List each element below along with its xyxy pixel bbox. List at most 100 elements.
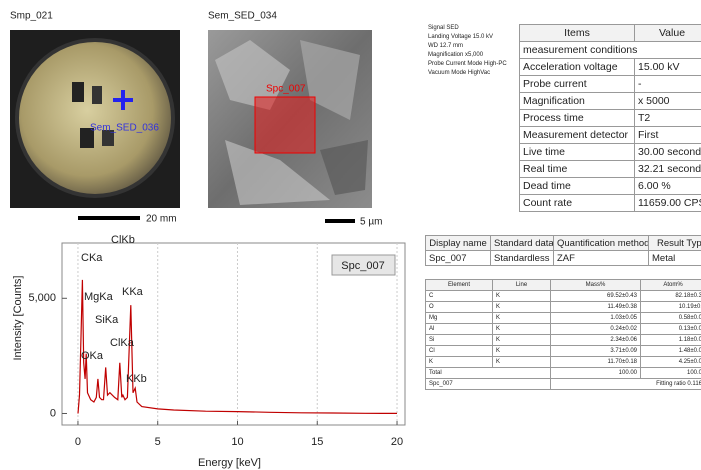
cell: ZAF (554, 251, 649, 266)
cell: 0.13±0.0 (641, 324, 701, 335)
cell: Al (426, 324, 493, 335)
row: MgK1.03±0.050.58±0.0 (426, 313, 701, 324)
sample-piece (92, 86, 102, 104)
cell: 32.21 seconds (635, 161, 701, 178)
cell: C (426, 291, 493, 302)
cell: K (493, 313, 551, 324)
header-row: ItemsValue (520, 25, 701, 42)
cell: O (426, 302, 493, 313)
cell: Line (493, 280, 551, 291)
cell: 100.0 (641, 368, 701, 379)
cell: Probe current (520, 76, 635, 93)
cell: K (493, 291, 551, 302)
row: Dead time6.00 % (520, 178, 701, 195)
y-tick-label: 5,000 (28, 292, 56, 304)
peak-label: OKa (81, 350, 104, 362)
x-tick-label: 5 (155, 436, 161, 448)
cell: Value (635, 25, 701, 42)
scale-label: 20 mm (146, 214, 177, 225)
cell: Atom% (641, 280, 701, 291)
cell: Si (426, 335, 493, 346)
peak-label: CKa (81, 252, 103, 264)
cell: Items (520, 25, 635, 42)
info-line: Magnification x5,000 (428, 51, 507, 60)
x-tick-label: 0 (75, 436, 81, 448)
x-axis-label: Energy [keV] (198, 457, 261, 469)
cell: Standard data (491, 236, 554, 251)
cell: Standardless (491, 251, 554, 266)
y-axis-label: Intensity [Counts] (12, 276, 24, 361)
cell: 30.00 seconds (635, 144, 701, 161)
cell: Display name (426, 236, 491, 251)
cell: Dead time (520, 178, 635, 195)
cell: Cl (426, 346, 493, 357)
image-title: Sem_SED_034 (208, 11, 277, 22)
cell: Process time (520, 110, 635, 127)
cell: x 5000 (635, 93, 701, 110)
cell: 0.58±0.0 (641, 313, 701, 324)
image-title: Smp_021 (10, 11, 53, 22)
cell: 0.24±0.02 (551, 324, 641, 335)
cell: 3.71±0.09 (551, 346, 641, 357)
cell: K (493, 357, 551, 368)
cell: First (635, 127, 701, 144)
cell: Spc_007 (426, 379, 551, 390)
analysis-area (255, 97, 315, 153)
peak-label: KKa (122, 286, 144, 298)
cell: 82.18±0.3 (641, 291, 701, 302)
peak-label: ClKa (110, 337, 135, 349)
cell: 2.34±0.06 (551, 335, 641, 346)
cell: 10.19±0. (641, 302, 701, 313)
cell: Mg (426, 313, 493, 324)
x-tick-label: 20 (391, 436, 403, 448)
row: measurement conditions (520, 42, 701, 59)
cell: Mass% (551, 280, 641, 291)
cell: 11.70±0.18 (551, 357, 641, 368)
info-block: Signal SEDLanding Voltage 15.0 kVWD 12.7… (428, 24, 507, 78)
cell: Metal (649, 251, 701, 266)
row: Live time30.00 seconds (520, 144, 701, 161)
cell: 11.49±0.38 (551, 302, 641, 313)
x-tick-label: 15 (311, 436, 323, 448)
cell: 6.00 % (635, 178, 701, 195)
cell: Count rate (520, 195, 635, 212)
cell: Live time (520, 144, 635, 161)
cell: K (493, 346, 551, 357)
cell: 1.03±0.05 (551, 313, 641, 324)
y-tick-label: 0 (50, 407, 56, 419)
peak-label: MgKa (84, 291, 114, 303)
header-row: ElementLineMass%Atom% (426, 280, 701, 291)
scale-bar (325, 219, 355, 223)
peak-label: KKb (126, 373, 147, 385)
cell: Real time (520, 161, 635, 178)
cell: Magnification (520, 93, 635, 110)
info-line: Landing Voltage 15.0 kV (428, 33, 507, 42)
items-table: ItemsValuemeasurement conditionsAccelera… (519, 24, 701, 212)
x-tick-label: 10 (231, 436, 243, 448)
cell: Measurement detector (520, 127, 635, 144)
cell: Acceleration voltage (520, 59, 635, 76)
marker-label: Spc_007 (266, 84, 306, 95)
cell: T2 (635, 110, 701, 127)
scale-bar (78, 216, 140, 220)
row: Probe current- (520, 76, 701, 93)
cell: K (493, 324, 551, 335)
cell: Element (426, 280, 493, 291)
cell: K (426, 357, 493, 368)
scale-label: 5 µm (360, 217, 382, 228)
cell: 1.18±0.0 (641, 335, 701, 346)
cell: 1.48±0.0 (641, 346, 701, 357)
cell: Spc_007 (426, 251, 491, 266)
cell: Quantification method (554, 236, 649, 251)
